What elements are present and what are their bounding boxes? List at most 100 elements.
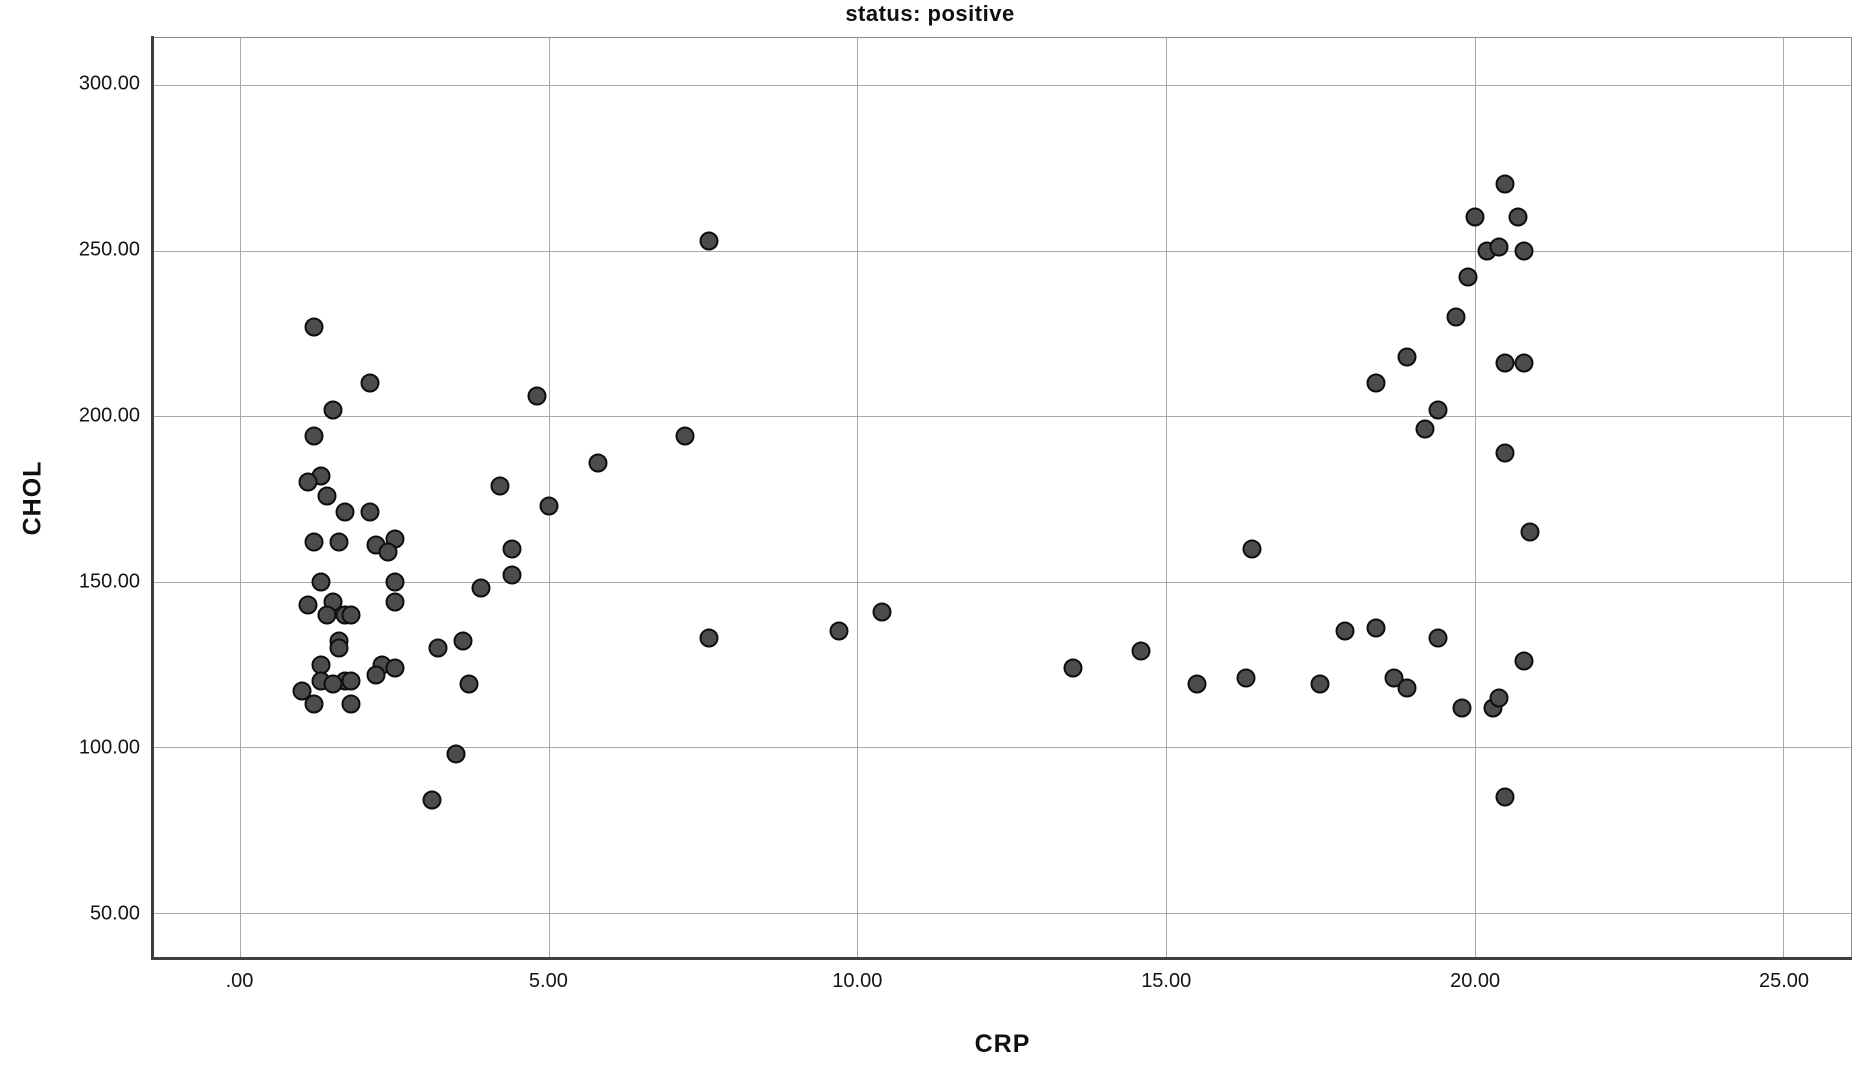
data-point [502, 539, 522, 559]
data-point [1063, 658, 1083, 678]
data-point [1489, 688, 1509, 708]
data-point [341, 671, 361, 691]
data-point [1236, 668, 1256, 688]
y-tick-label: 50.00 [89, 902, 140, 925]
data-point [502, 565, 522, 585]
horizontal-gridline [154, 416, 1851, 418]
data-point [323, 400, 343, 420]
data-point [317, 486, 337, 506]
data-point [446, 744, 466, 764]
chart-title: status: positive [845, 1, 1015, 26]
vertical-gridline [240, 38, 242, 958]
y-tick-label: 300.00 [78, 72, 140, 95]
data-point [329, 638, 349, 658]
data-point [1415, 419, 1435, 439]
data-point [292, 681, 312, 701]
data-point [1366, 618, 1386, 638]
data-point [360, 373, 380, 393]
data-point [385, 572, 405, 592]
data-point [588, 453, 608, 473]
data-point [298, 472, 318, 492]
x-tick-label: 10.00 [832, 970, 883, 992]
data-point [1465, 207, 1485, 227]
x-tick-labels: .00 5.00 10.00 15.00 20.00 25.00 [153, 970, 1852, 996]
data-point [428, 638, 448, 658]
horizontal-gridline [154, 250, 1851, 252]
data-point [323, 674, 343, 694]
data-point [1446, 307, 1466, 327]
data-point [304, 317, 324, 337]
data-point [317, 605, 337, 625]
data-point [341, 605, 361, 625]
data-point [539, 496, 559, 516]
data-point [1495, 353, 1515, 373]
y-axis-spine [151, 36, 154, 960]
data-point [459, 674, 479, 694]
x-tick-label: 15.00 [1141, 970, 1192, 992]
data-point [471, 578, 491, 598]
data-point [1428, 628, 1448, 648]
data-point [1397, 678, 1417, 698]
plot-area [153, 37, 1852, 959]
data-point [385, 658, 405, 678]
data-point [1428, 400, 1448, 420]
x-tick-label: 20.00 [1450, 970, 1501, 992]
data-point [366, 665, 386, 684]
data-point [1310, 674, 1330, 694]
x-tick-label: 25.00 [1759, 970, 1810, 992]
data-point [1514, 241, 1534, 261]
vertical-gridline [857, 38, 859, 958]
y-tick-label: 150.00 [78, 570, 140, 593]
data-point [1242, 539, 1262, 559]
data-point [298, 595, 318, 615]
data-point [675, 426, 695, 446]
data-point [1458, 267, 1478, 287]
data-point [304, 532, 324, 552]
vertical-gridline [1166, 38, 1168, 958]
data-point [829, 621, 849, 641]
x-tick-label: 5.00 [528, 970, 568, 992]
x-tick-label: .00 [225, 970, 254, 992]
x-axis-label: CRP [974, 1030, 1031, 1058]
data-point [304, 426, 324, 446]
data-point [1495, 174, 1515, 194]
data-point [872, 602, 892, 622]
data-point [329, 532, 349, 552]
data-point [422, 790, 442, 810]
data-point [1520, 522, 1540, 542]
vertical-gridline [1474, 38, 1476, 958]
data-point [453, 631, 473, 651]
y-tick-label: 250.00 [78, 238, 140, 261]
data-point [1187, 674, 1207, 694]
data-point [1335, 621, 1355, 641]
data-point [1366, 373, 1386, 393]
horizontal-gridline [154, 85, 1851, 87]
vertical-gridline [1783, 38, 1785, 958]
data-point [360, 502, 380, 522]
data-point [304, 694, 324, 714]
data-point [378, 542, 398, 562]
data-point [1452, 698, 1472, 718]
data-point [527, 386, 547, 406]
data-point [699, 231, 719, 251]
horizontal-gridline [154, 912, 1851, 914]
data-point [311, 572, 331, 592]
data-point [1508, 207, 1528, 227]
y-tick-labels: 50.00 100.00 150.00 200.00 250.00 300.00 [0, 37, 140, 959]
horizontal-gridline [154, 747, 1851, 749]
data-point [1495, 787, 1515, 807]
data-point [341, 694, 361, 714]
data-point [1514, 353, 1534, 373]
data-point [335, 502, 355, 522]
data-point [1397, 347, 1417, 367]
data-point [385, 592, 405, 612]
data-point [1489, 237, 1509, 257]
data-point [1495, 443, 1515, 463]
data-point [1131, 641, 1151, 661]
horizontal-gridline [154, 581, 1851, 583]
data-point [699, 628, 719, 648]
y-tick-label: 200.00 [78, 404, 140, 427]
y-tick-label: 100.00 [78, 736, 140, 759]
x-axis-spine [151, 957, 1852, 960]
